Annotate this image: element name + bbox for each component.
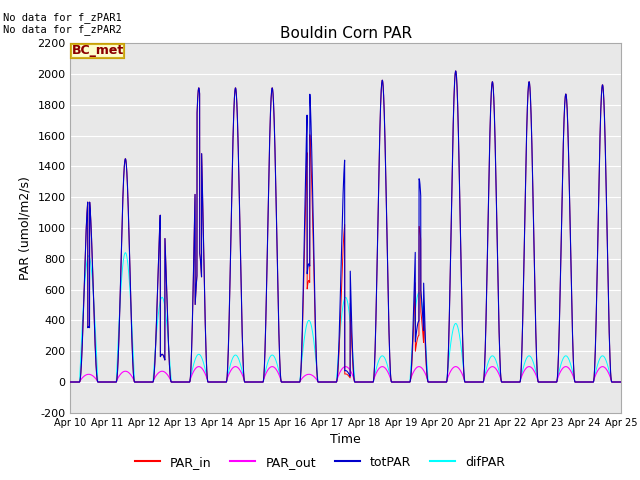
PAR_out xyxy=(325,379,333,385)
PAR_out xyxy=(469,379,477,385)
PAR_out xyxy=(616,379,624,385)
totPAR xyxy=(438,379,446,385)
difPAR xyxy=(617,379,625,385)
difPAR xyxy=(469,379,477,385)
totPAR xyxy=(67,379,74,385)
difPAR xyxy=(616,379,624,385)
totPAR xyxy=(469,379,477,385)
PAR_out xyxy=(617,379,625,385)
PAR_in xyxy=(67,379,74,385)
Line: difPAR: difPAR xyxy=(70,252,621,382)
PAR_in xyxy=(166,359,173,365)
difPAR xyxy=(67,379,74,385)
PAR_out xyxy=(166,375,173,381)
X-axis label: Time: Time xyxy=(330,433,361,446)
difPAR xyxy=(166,353,173,359)
Y-axis label: PAR (umol/m2/s): PAR (umol/m2/s) xyxy=(19,176,32,280)
difPAR xyxy=(438,379,446,385)
Text: No data for f_zPAR1: No data for f_zPAR1 xyxy=(3,12,122,23)
Legend: PAR_in, PAR_out, totPAR, difPAR: PAR_in, PAR_out, totPAR, difPAR xyxy=(130,451,510,474)
PAR_in xyxy=(617,379,625,385)
PAR_in xyxy=(500,379,508,385)
PAR_out xyxy=(195,364,203,370)
difPAR xyxy=(122,250,129,255)
totPAR xyxy=(452,68,460,74)
totPAR xyxy=(166,359,173,365)
totPAR xyxy=(500,379,508,385)
difPAR xyxy=(500,379,508,385)
totPAR xyxy=(325,379,333,385)
Line: totPAR: totPAR xyxy=(70,71,621,382)
PAR_in xyxy=(616,379,624,385)
PAR_in xyxy=(469,379,477,385)
PAR_in xyxy=(452,68,460,74)
Text: No data for f_zPAR2: No data for f_zPAR2 xyxy=(3,24,122,35)
Line: PAR_in: PAR_in xyxy=(70,71,621,382)
Line: PAR_out: PAR_out xyxy=(70,367,621,382)
PAR_out xyxy=(500,379,508,385)
Legend:  xyxy=(71,44,124,59)
PAR_out xyxy=(67,379,74,385)
PAR_out xyxy=(438,379,446,385)
PAR_in xyxy=(325,379,333,385)
PAR_in xyxy=(438,379,446,385)
Title: Bouldin Corn PAR: Bouldin Corn PAR xyxy=(280,25,412,41)
difPAR xyxy=(325,379,333,385)
totPAR xyxy=(617,379,625,385)
totPAR xyxy=(616,379,624,385)
